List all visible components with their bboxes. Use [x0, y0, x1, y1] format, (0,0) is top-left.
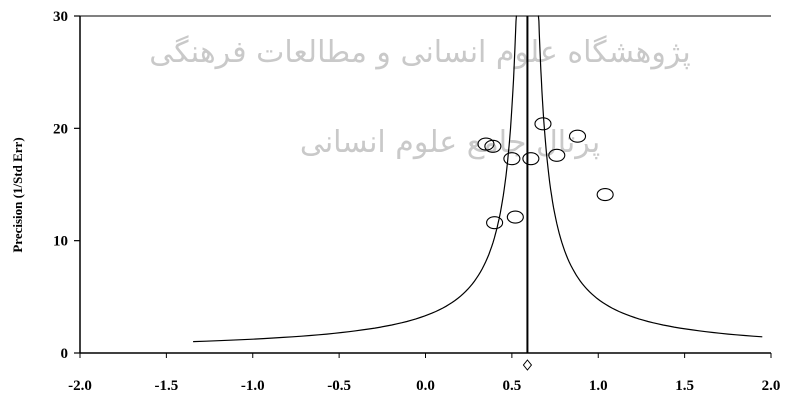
study-point: [534, 117, 552, 131]
y-axis-label: Precision (1/Std Err): [10, 137, 25, 252]
y-tick-label: 20: [53, 121, 68, 137]
study-point: [596, 188, 614, 202]
study-point: [486, 216, 504, 230]
study-point: [484, 139, 502, 153]
study-point: [548, 148, 566, 162]
y-tick-label: 10: [53, 234, 68, 250]
study-point: [522, 152, 540, 166]
x-tick-label: -2.0: [68, 378, 92, 394]
x-tick-label: -1.5: [155, 378, 179, 394]
x-tick-label: 0.0: [416, 378, 435, 394]
study-point: [503, 152, 521, 166]
y-tick-label: 0: [61, 346, 69, 362]
y-axis-ticks: 0 10 20 30: [53, 9, 80, 362]
study-point: [568, 129, 587, 143]
watermark-line-1: پژوهشگاه علوم انسانی و مطالعات فرهنگی: [149, 35, 691, 70]
x-tick-label: -0.5: [327, 378, 351, 394]
x-tick-label: 0.5: [503, 378, 522, 394]
x-tick-label: 1.0: [589, 378, 608, 394]
study-points: [477, 117, 614, 230]
x-tick-label: -1.0: [241, 378, 265, 394]
x-axis-ticks: -2.0 -1.5 -1.0 -0.5 0.0 0.5 1.0 1.5 2.0: [68, 353, 780, 394]
pooled-effect-diamond: [522, 359, 533, 371]
x-tick-label: 2.0: [762, 378, 781, 394]
watermark-line-2: پرتال جامع علوم انسانی: [300, 125, 600, 160]
x-tick-label: 1.5: [675, 378, 694, 394]
study-point: [506, 210, 524, 224]
y-tick-label: 30: [53, 9, 68, 25]
funnel-right-curve: [537, 15, 763, 338]
funnel-left-curve: [193, 15, 517, 343]
